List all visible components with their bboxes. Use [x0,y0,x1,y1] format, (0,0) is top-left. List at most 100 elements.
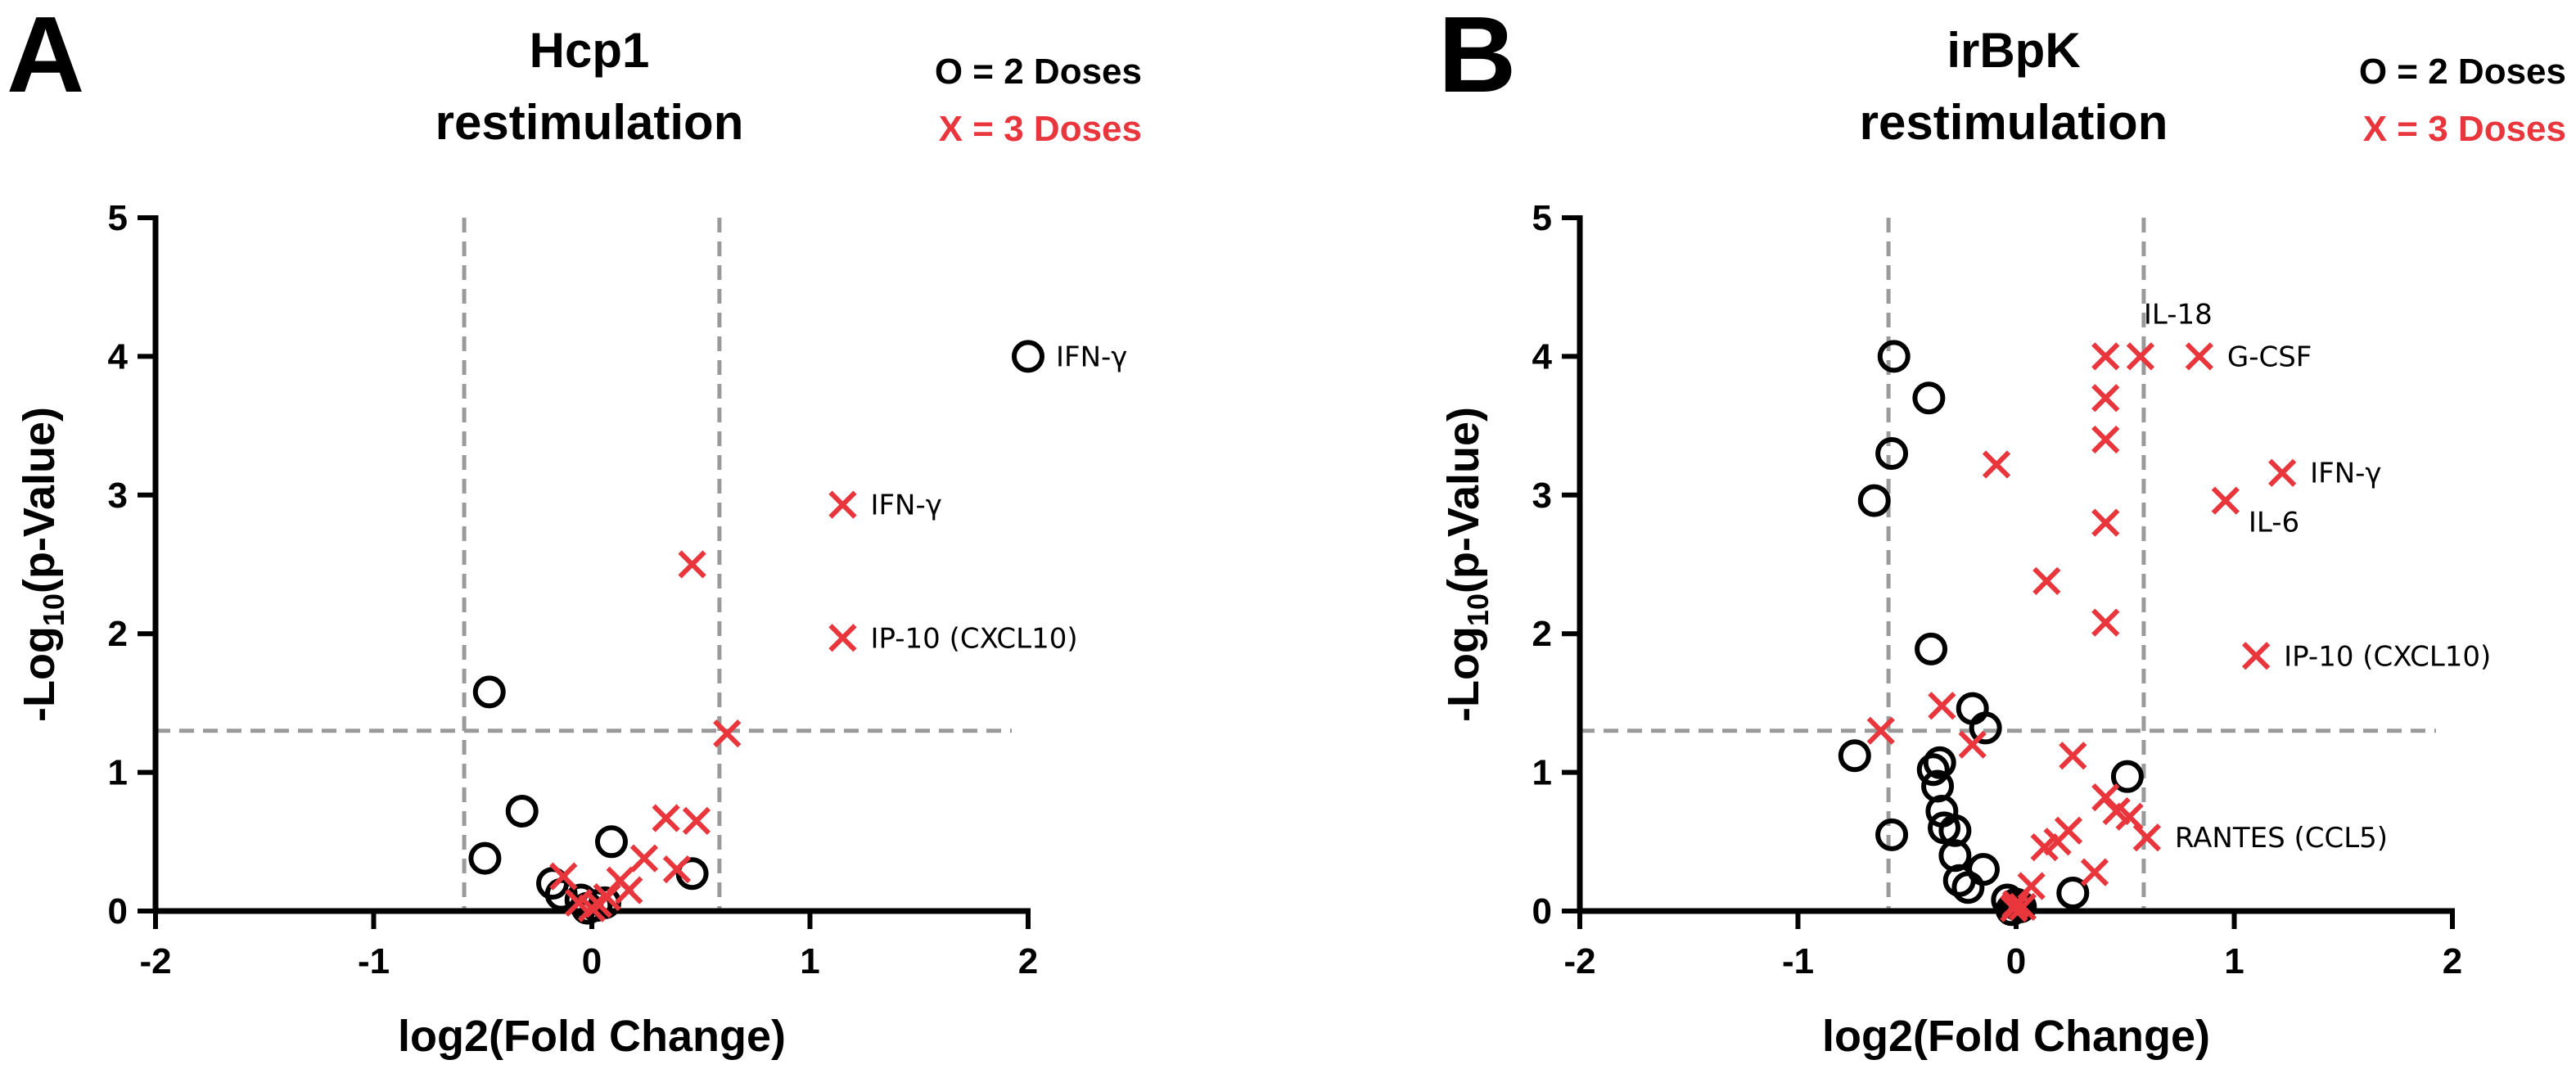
data-point-three-doses [2242,642,2271,670]
data-point-two-doses [1969,711,2002,745]
y-axis-label-prefix: -Log [15,626,64,722]
data-point-three-doses [2211,486,2240,515]
data-point-three-doses [828,490,857,519]
y-tick-label: 0 [1532,891,1552,931]
data-point-three-doses [2008,892,2037,922]
data-point-three-doses [2059,742,2087,770]
data-point-three-doses [2032,566,2061,595]
x-tick-label: -2 [1563,941,1595,981]
data-point-two-doses [472,675,506,709]
y-tick-label: 1 [108,753,128,793]
data-label: IL-6 [2249,507,2299,539]
data-point-three-doses [584,890,613,918]
data-point-three-doses [678,550,706,579]
legend-three-doses: X = 3 Doses [939,109,1142,149]
data-label: IFN-γ [2310,458,2381,490]
x-tick-label: 1 [2224,941,2244,981]
legend-three-doses: X = 3 Doses [2363,109,2566,149]
data-point-three-doses [629,844,659,873]
data-point-three-doses [1928,692,1956,720]
y-tick-label: 0 [108,891,128,931]
chart-title-line2: restimulation [435,95,744,150]
x-tick-label: -1 [358,941,390,981]
data-point-three-doses [713,719,742,748]
data-point-three-doses [2091,384,2120,413]
data-point-two-doses [1916,753,1950,787]
data-point-three-doses [662,855,692,884]
y-axis-label-suffix: (p-Value) [15,407,64,593]
data-point-two-doses [1951,871,1985,904]
x-tick-label: -1 [1782,941,1814,981]
data-point-two-doses [1875,818,1909,851]
data-label: IFN-γ [870,489,941,522]
data-point-three-doses [2054,816,2083,845]
data-point-two-doses [1857,484,1891,517]
panel-a: A Hcp1 restimulation O = 2 Doses X = 3 Doses… [7,0,1142,1061]
data-point-three-doses [682,806,711,836]
data-label: IP-10 (CXCL10) [870,622,1077,655]
y-tick-label: 2 [108,614,128,654]
y-axis-label-subscript: 10 [1461,593,1495,626]
data-point-three-doses [2126,342,2155,371]
data-point-three-doses [1982,450,2011,479]
data-label: IL-18 [2144,298,2213,331]
data-point-three-doses [615,876,643,904]
legend-two-doses: O = 2 Doses [2359,52,2566,92]
data-point-two-doses [1877,340,1911,373]
x-tick-label: 2 [1018,941,1038,981]
y-axis-label-prefix: -Log [1439,626,1488,722]
chart-title-line1: irBpK [1947,23,2080,78]
x-tick-label: -2 [139,941,171,981]
data-point-two-doses [1923,746,1956,779]
data-label: IFN-γ [1056,341,1127,373]
chart-title-line1: Hcp1 [530,23,650,78]
y-axis-label: -Log10(p-Value) [15,407,70,722]
y-tick-label: 3 [1532,476,1552,516]
data-point-two-doses [1875,436,1909,470]
data-point-three-doses [549,862,578,891]
legend-two-doses: O = 2 Doses [935,52,1142,92]
y-axis-label-suffix: (p-Value) [1439,407,1488,593]
data-point-two-doses [594,825,628,859]
x-tick-label: 2 [2443,941,2462,981]
data-point-two-doses [1912,381,1946,415]
x-tick-label: 1 [800,941,819,981]
x-axis-label: log2(Fold Change) [398,1012,786,1061]
data-point-two-doses [1942,864,1976,897]
data-label: G-CSF [2227,341,2312,373]
x-axis-label: log2(Fold Change) [1822,1012,2210,1061]
data-point-three-doses [2185,342,2213,371]
data-label: IP-10 (CXCL10) [2284,640,2491,673]
data-point-three-doses [2132,823,2162,852]
data-point-two-doses [1838,739,1871,773]
data-point-three-doses [2268,458,2297,487]
data-point-three-doses [2091,608,2120,637]
y-tick-label: 5 [1532,198,1552,238]
y-tick-label: 5 [108,198,128,238]
data-point-two-doses [1915,632,1948,665]
data-point-three-doses [1958,730,1987,759]
x-tick-label: 0 [2006,941,2026,981]
data-point-three-doses [652,804,680,832]
x-tick-label: 0 [582,941,602,981]
data-point-three-doses [828,624,857,652]
data-point-three-doses [2091,342,2120,371]
data-point-three-doses [2091,508,2120,537]
y-tick-label: 4 [108,336,129,377]
y-tick-label: 4 [1532,336,1553,377]
y-tick-label: 1 [1532,753,1552,793]
y-tick-label: 3 [108,476,128,516]
panel-label: B [1438,0,1516,115]
panel-label: A [7,0,84,115]
data-point-two-doses [2110,760,2144,793]
y-axis-label-subscript: 10 [37,593,70,626]
data-point-two-doses [505,795,539,828]
data-point-two-doses [1012,340,1044,373]
data-label: RANTES (CCL5) [2175,822,2388,855]
data-point-two-doses [1938,814,1972,847]
data-point-three-doses [2091,425,2120,454]
y-tick-label: 2 [1532,614,1552,654]
data-point-three-doses [2000,894,2028,922]
